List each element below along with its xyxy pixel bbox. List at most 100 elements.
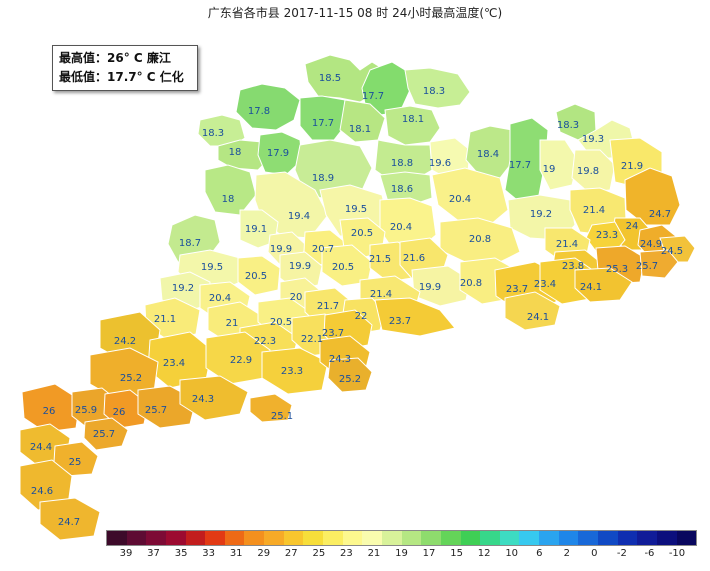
legend-tick-label: 10 — [505, 548, 519, 559]
temperature-label: 24.7 — [649, 209, 671, 220]
county-region — [257, 131, 303, 176]
county-region — [21, 383, 81, 433]
temperature-label: 25.9 — [75, 405, 97, 416]
temperature-label: 25.7 — [145, 405, 167, 416]
county-region — [384, 105, 441, 146]
legend-tick-label: 29 — [257, 548, 271, 559]
legend-swatch — [637, 531, 657, 545]
temperature-label: 25.1 — [271, 411, 293, 422]
legend-tick-label: 17 — [422, 548, 436, 559]
temperature-label: 18.9 — [312, 173, 334, 184]
temperature-label: 21.7 — [317, 301, 339, 312]
county-regions — [19, 54, 696, 541]
temperature-label: 17.7 — [312, 118, 334, 129]
legend-swatch — [421, 531, 441, 545]
legend-tick-label: 23 — [340, 548, 353, 559]
legend-tick-label: -10 — [668, 548, 686, 559]
temperature-label: 19.9 — [419, 282, 441, 293]
legend-swatch — [480, 531, 500, 545]
county-region — [431, 167, 509, 226]
county-region — [504, 291, 561, 331]
temperature-label: 22 — [355, 311, 368, 322]
temperature-label: 20.5 — [245, 271, 267, 282]
legend-swatch — [244, 531, 265, 545]
extreme-values-box: 最高值：26° C 廉江 最低值：17.7° C 仁化 — [52, 45, 198, 91]
legend-swatch — [303, 531, 324, 545]
temperature-label: 25 — [69, 457, 82, 468]
legend-tick-label: 35 — [174, 548, 188, 559]
temperature-label: 19 — [543, 164, 556, 175]
legend-tick-label: 0 — [591, 548, 598, 559]
temperature-label: 18.1 — [349, 124, 371, 135]
temperature-label: 18.5 — [319, 73, 341, 84]
legend-tick-label: 27 — [284, 548, 298, 559]
county-region — [261, 347, 329, 395]
temperature-label: 24.1 — [580, 282, 602, 293]
legend-swatch — [323, 531, 343, 545]
legend-swatch — [519, 531, 540, 545]
county-region — [639, 249, 679, 279]
legend-swatch — [362, 531, 382, 545]
county-region — [574, 267, 633, 303]
county-region — [237, 255, 281, 296]
temperature-label: 25.2 — [120, 373, 142, 384]
temperature-label: 18.3 — [202, 128, 224, 139]
county-region — [39, 497, 101, 541]
temperature-label: 24.3 — [192, 394, 214, 405]
temperature-label: 23.8 — [562, 261, 584, 272]
county-region — [83, 417, 129, 451]
temperature-label: 24.6 — [31, 486, 53, 497]
legend-swatch — [185, 531, 206, 545]
temperature-label: 23.7 — [322, 328, 344, 339]
temperature-label: 20.7 — [312, 244, 334, 255]
county-region — [249, 393, 293, 423]
legend-tick-label: 31 — [229, 548, 243, 559]
legend-tick-label: 25 — [312, 548, 326, 559]
temperature-label: 17.9 — [267, 148, 289, 159]
legend-tick-label: 2 — [563, 548, 570, 559]
county-region — [204, 164, 257, 216]
legend-tick-label: 39 — [119, 548, 133, 559]
legend-swatch — [165, 531, 186, 545]
temperature-label: 22.1 — [301, 334, 323, 345]
county-region — [539, 139, 579, 191]
temperature-label: 23.4 — [534, 279, 556, 290]
temperature-label: 19.9 — [289, 261, 311, 272]
temperature-label: 21.6 — [403, 253, 425, 264]
legend-tick-label: -2 — [616, 548, 627, 559]
temperature-label: 24.9 — [640, 239, 662, 250]
temperature-label: 19.4 — [288, 211, 310, 222]
legend-swatch — [401, 531, 422, 545]
legend-swatch — [264, 531, 284, 545]
temperature-label: 23.3 — [596, 230, 618, 241]
temperature-label: 23.7 — [506, 284, 528, 295]
legend-swatch — [342, 531, 363, 545]
temperature-label: 21 — [226, 318, 239, 329]
temperature-label: 17.7 — [509, 160, 531, 171]
temperature-label: 24.1 — [527, 312, 549, 323]
temperature-label: 18.4 — [477, 149, 499, 160]
temperature-label: 19.3 — [582, 134, 604, 145]
temperature-label: 20.4 — [390, 222, 412, 233]
temperature-label: 20.8 — [460, 278, 482, 289]
temperature-label: 18.6 — [391, 184, 413, 195]
legend-tick-label: 37 — [147, 548, 160, 559]
legend-swatch — [676, 531, 697, 545]
temperature-label: 24.3 — [329, 354, 351, 365]
temperature-label: 20.4 — [209, 293, 231, 304]
temperature-label: 19.5 — [345, 204, 367, 215]
temperature-label: 24.2 — [114, 336, 136, 347]
temperature-label: 20.4 — [449, 194, 471, 205]
temperature-label: 24.4 — [30, 442, 52, 453]
min-value-text: 最低值：17.7° C 仁化 — [59, 70, 184, 84]
temperature-label: 21.5 — [369, 254, 391, 265]
legend-color-bar — [106, 530, 697, 546]
temperature-label: 18.3 — [423, 86, 445, 97]
temperature-label: 18 — [229, 147, 242, 158]
map-title: 广东省各市县 2017-11-15 08 时 24小时最高温度(℃) — [207, 6, 503, 20]
legend-swatch — [440, 531, 461, 545]
temperature-label: 26 — [43, 406, 56, 417]
county-region — [571, 149, 616, 193]
temperature-label: 24 — [626, 221, 639, 232]
county-region — [327, 357, 373, 393]
